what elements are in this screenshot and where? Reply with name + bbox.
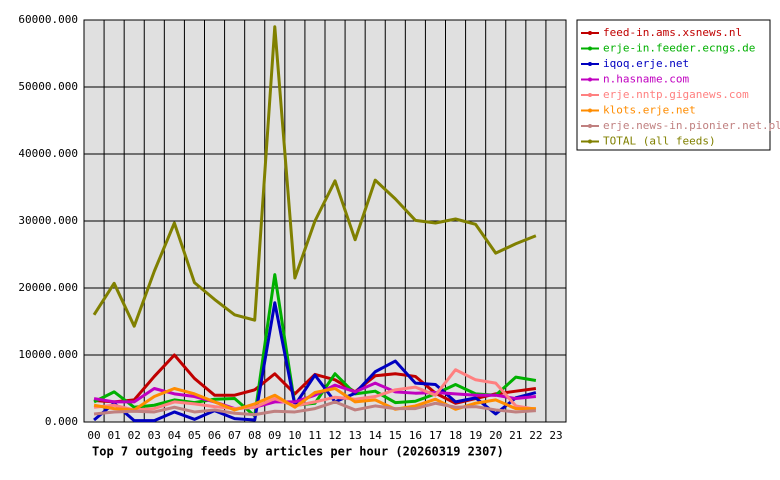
plot-border — [83, 19, 567, 423]
x-tick-label: 14 — [369, 429, 383, 442]
x-tick-label: 18 — [449, 429, 462, 442]
y-tick-label: 60000.000 — [18, 13, 78, 26]
legend-label: n.hasname.com — [603, 73, 689, 86]
x-tick-label: 16 — [409, 429, 422, 442]
x-tick-label: 04 — [168, 429, 182, 442]
x-tick-label: 15 — [389, 429, 402, 442]
x-tick-label: 06 — [208, 429, 221, 442]
legend-marker — [588, 31, 592, 35]
x-tick-label: 11 — [308, 429, 321, 442]
legend-label: TOTAL (all feeds) — [603, 135, 716, 148]
x-tick-label: 12 — [328, 429, 341, 442]
legend-label: erje.nntp.giganews.com — [603, 88, 749, 101]
series-line — [93, 301, 537, 423]
x-tick-label: 17 — [429, 429, 442, 442]
x-tick-label: 00 — [87, 429, 100, 442]
x-tick-label: 02 — [128, 429, 141, 442]
series-line — [93, 368, 537, 412]
x-tick-label: 20 — [489, 429, 502, 442]
x-tick-label: 13 — [349, 429, 362, 442]
series-line — [93, 400, 536, 417]
x-tick-label: 03 — [148, 429, 161, 442]
y-tick-label: 10000.000 — [18, 348, 78, 361]
legend-label: klots.erje.net — [603, 104, 696, 117]
y-tick-label: 50000.000 — [18, 80, 78, 93]
legend-label: feed-in.ams.xsnews.nl — [603, 26, 742, 39]
x-tick-label: 21 — [509, 429, 522, 442]
legend-marker — [588, 139, 592, 144]
y-tick-label: 20000.000 — [18, 281, 78, 294]
x-tick-label: 19 — [469, 429, 482, 442]
y-tick-label: 40000.000 — [18, 147, 78, 160]
x-tick-label: 22 — [529, 429, 542, 442]
legend-label: erje-in.feeder.ecngs.de — [603, 42, 755, 55]
legend-marker — [588, 77, 592, 82]
x-tick-label: 07 — [228, 429, 241, 442]
x-tick-label: 05 — [188, 429, 201, 442]
legend-label: erje.news-in.pionier.net.pl — [603, 119, 780, 132]
legend-marker — [588, 124, 592, 128]
legend-box — [576, 19, 771, 151]
x-tick-label: 08 — [248, 429, 261, 442]
x-tick-label: 10 — [288, 429, 301, 442]
legend-marker — [588, 93, 592, 97]
x-tick-label: 01 — [108, 429, 121, 442]
y-tick-label: 0.000 — [45, 415, 78, 428]
legend-label: iqoq.erje.net — [603, 57, 689, 70]
x-tick-label: 09 — [268, 429, 281, 442]
chart-title: Top 7 outgoing feeds by articles per hou… — [92, 445, 504, 459]
legend-marker — [588, 46, 592, 51]
legend-marker — [588, 108, 592, 113]
series-line — [92, 25, 537, 328]
y-tick-label: 30000.000 — [18, 214, 78, 227]
x-tick-label: 23 — [549, 429, 562, 442]
legend-marker — [588, 62, 592, 66]
